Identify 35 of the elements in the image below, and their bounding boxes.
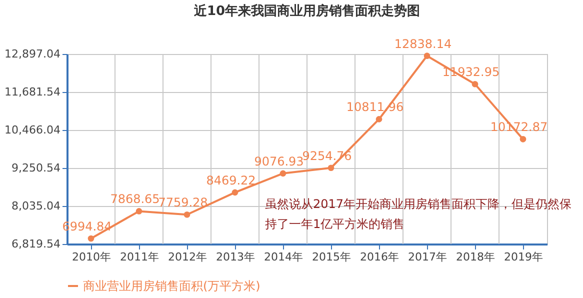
point (328, 164, 334, 172)
data-label: 12838.14 (394, 36, 452, 51)
data-label: 9076.93 (254, 154, 304, 168)
x-tick-label: 2010年 (72, 250, 111, 264)
y-tick-label: 6,819.54 (12, 238, 60, 250)
legend-label: 商业营业用房销售面积(万平方米) (83, 279, 260, 293)
data-label: 7759.28 (158, 196, 208, 210)
annotation: 虽然说从2017年开始商业用房销售面积下降，但是仍然保 (265, 197, 572, 211)
point (136, 208, 142, 214)
point (424, 52, 430, 59)
point (472, 80, 478, 88)
x-tick-label: 2011年 (120, 250, 159, 264)
x-tick-label: 2019年 (504, 250, 543, 264)
point (184, 211, 190, 218)
data-label: 8469.22 (206, 173, 256, 188)
x-tick-label: 2012年 (168, 250, 207, 264)
data-label: 7868.65 (110, 192, 160, 206)
x-tick-label: 2018年 (456, 250, 495, 264)
point (376, 116, 382, 122)
point (232, 189, 238, 196)
x-tick-label: 2017年 (408, 250, 447, 264)
y-tick-label: 9,250.54 (12, 162, 60, 174)
point (520, 136, 526, 142)
x-tick-label: 2016年 (360, 250, 399, 264)
y-tick-label: 11,681.54 (4, 86, 60, 98)
x-tick-label: 2013年 (216, 250, 255, 264)
point (280, 170, 286, 177)
point (88, 235, 94, 242)
x-tick-label: 2015年 (312, 250, 351, 264)
annotation: 持了一年1亿平方米的销售 (265, 217, 405, 231)
y-tick-label: 8,035.04 (12, 200, 60, 212)
y-tick-label: 10,466.04 (4, 124, 60, 136)
chart-title: 近10年来我国商业用房销售面积走势图 (192, 2, 420, 19)
y-tick-label: 12,897.04 (4, 48, 60, 60)
x-tick-label: 2014年 (264, 250, 303, 264)
